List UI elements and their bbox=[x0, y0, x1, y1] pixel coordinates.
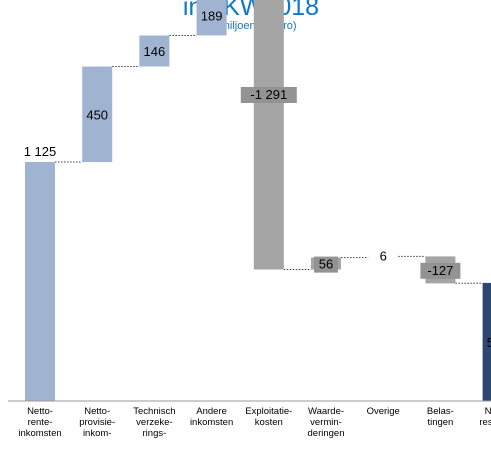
bar bbox=[25, 162, 55, 401]
value-label: 6 bbox=[380, 248, 387, 263]
value-label-box bbox=[240, 87, 297, 103]
bars bbox=[25, 0, 491, 401]
value-label: -127 bbox=[427, 263, 453, 278]
value-label-box bbox=[314, 256, 338, 273]
category-labels: Netto-rente-inkomsten Netto-provisie-inko… bbox=[18, 406, 491, 439]
category-label: Netto-provisie-inkom- bbox=[79, 406, 115, 439]
value-label: 56 bbox=[319, 257, 333, 272]
value-labels: 1 125 450 146 189 -1 291 56 6 -127 556 bbox=[24, 8, 491, 350]
category-label: Andere inkomsten bbox=[190, 406, 233, 428]
value-label: 146 bbox=[144, 44, 166, 59]
value-label: 556 bbox=[487, 335, 491, 350]
value-label: -1 291 bbox=[250, 87, 287, 102]
value-label: 450 bbox=[86, 107, 108, 122]
bar bbox=[196, 0, 227, 36]
category-label: Technisch verzeke-rings- bbox=[133, 406, 175, 439]
bar bbox=[82, 66, 113, 163]
category-label: Netto-resultaat bbox=[479, 406, 491, 428]
bar bbox=[139, 35, 170, 67]
category-label: Netto-rente-inkomsten bbox=[18, 406, 61, 439]
category-label: Overige bbox=[367, 406, 400, 417]
category-label: Waarde-vermin-deringen bbox=[308, 406, 345, 439]
category-label: Exploitatie-kosten bbox=[245, 406, 292, 428]
bar bbox=[482, 282, 491, 401]
value-label: 1 125 bbox=[24, 144, 57, 159]
category-label: Belas-tingen bbox=[427, 406, 454, 428]
value-label-box bbox=[420, 262, 461, 279]
value-label: 189 bbox=[201, 8, 223, 23]
bar bbox=[253, 0, 284, 270]
